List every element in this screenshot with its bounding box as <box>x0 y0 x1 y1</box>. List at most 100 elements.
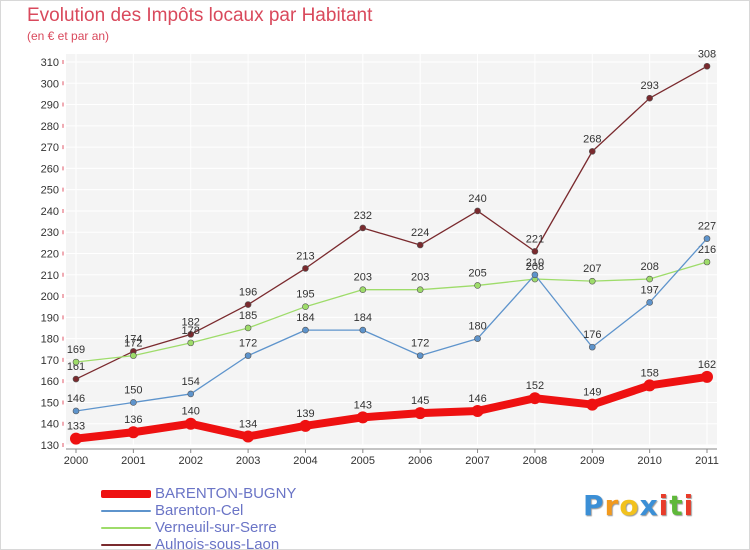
data-point-verneuil-sur-serre <box>244 324 252 332</box>
data-point-aulnois-sous-laon <box>474 207 481 215</box>
y-tick-label: 210 <box>41 270 59 282</box>
data-label-aulnois-sous-laon: 293 <box>640 80 658 92</box>
legend-swatch-verneuil-sur-serre <box>101 526 151 529</box>
data-point-aulnois-sous-laon <box>302 265 309 272</box>
legend-label: BARENTON-BUGNY <box>155 485 297 502</box>
data-point-barenton-cel <box>646 299 653 306</box>
data-point-aulnois-sous-laon <box>72 375 80 383</box>
data-label-aulnois-sous-laon: 232 <box>354 210 372 222</box>
data-label-verneuil-sur-serre: 178 <box>182 325 200 337</box>
data-point-verneuil-sur-serre <box>646 275 653 283</box>
y-tick-label: 270 <box>41 142 59 154</box>
data-point-barenton-cel <box>703 235 711 242</box>
data-point-barenton-bugny <box>586 398 599 411</box>
data-point-verneuil-sur-serre <box>130 352 137 359</box>
data-label-aulnois-sous-laon: 213 <box>296 250 314 262</box>
y-tick-label: 300 <box>41 78 59 90</box>
data-point-aulnois-sous-laon <box>588 148 596 155</box>
data-label-barenton-cel: 184 <box>296 312 314 324</box>
y-tick-label: 290 <box>41 100 59 112</box>
data-point-verneuil-sur-serre <box>588 277 596 285</box>
y-tick-label: 250 <box>41 185 59 197</box>
chart-title: Evolution des Impôts locaux par Habitant <box>27 5 373 26</box>
data-point-verneuil-sur-serre <box>302 303 309 310</box>
data-point-barenton-bugny <box>70 432 82 445</box>
data-label-barenton-bugny: 134 <box>239 418 257 430</box>
y-tick-label: 180 <box>41 334 59 346</box>
data-label-barenton-bugny: 143 <box>354 399 372 411</box>
x-tick-label: 2003 <box>236 455 260 467</box>
data-point-barenton-cel <box>244 352 252 359</box>
data-label-barenton-cel: 210 <box>526 257 544 269</box>
data-label-barenton-cel: 146 <box>67 393 85 405</box>
data-label-verneuil-sur-serre: 205 <box>468 267 486 279</box>
data-label-barenton-bugny: 146 <box>468 393 486 405</box>
data-label-barenton-cel: 176 <box>583 329 601 341</box>
data-label-aulnois-sous-laon: 224 <box>411 227 429 239</box>
data-label-barenton-bugny: 136 <box>124 414 142 426</box>
x-tick-label: 2006 <box>408 455 432 467</box>
data-point-aulnois-sous-laon <box>187 331 195 338</box>
data-label-aulnois-sous-laon: 221 <box>526 233 544 245</box>
x-tick-label: 2004 <box>293 455 317 467</box>
legend-label: Aulnois-sous-Laon <box>155 536 280 550</box>
brand-letter: t <box>669 489 684 522</box>
series-line-verneuil-sur-serre <box>75 261 708 363</box>
x-tick-label: 2002 <box>178 455 202 467</box>
brand-letter: i <box>683 489 695 522</box>
y-tick-label: 240 <box>41 206 59 218</box>
x-tick-label: 2007 <box>465 455 489 467</box>
y-tick-label: 230 <box>41 227 59 239</box>
data-label-verneuil-sur-serre: 195 <box>296 289 314 301</box>
x-tick-label: 2011 <box>695 455 719 467</box>
data-point-barenton-bugny <box>471 404 484 417</box>
data-point-aulnois-sous-laon <box>359 224 367 232</box>
data-label-barenton-cel: 150 <box>124 384 142 396</box>
brand-letter: o <box>619 489 640 522</box>
data-label-verneuil-sur-serre: 208 <box>526 261 544 273</box>
data-point-verneuil-sur-serre <box>187 339 195 347</box>
data-label-aulnois-sous-laon: 268 <box>583 133 601 145</box>
data-label-aulnois-sous-laon: 174 <box>124 333 142 345</box>
data-point-barenton-cel <box>130 399 137 406</box>
data-point-barenton-bugny <box>414 407 427 420</box>
data-label-barenton-cel: 227 <box>698 221 716 233</box>
data-point-verneuil-sur-serre <box>416 286 424 293</box>
data-label-barenton-bugny: 162 <box>698 359 716 371</box>
data-label-barenton-bugny: 133 <box>67 421 85 433</box>
series-line-barenton-cel <box>75 237 708 412</box>
data-label-barenton-bugny: 149 <box>583 387 601 399</box>
brand-letter: P <box>583 489 605 522</box>
brand-letter: i <box>658 489 670 522</box>
data-point-barenton-cel <box>531 271 539 279</box>
legend-label: Barenton-Cel <box>155 502 244 519</box>
x-tick-label: 2010 <box>637 455 661 467</box>
data-label-verneuil-sur-serre: 172 <box>124 338 142 350</box>
data-label-barenton-bugny: 145 <box>411 395 429 407</box>
legend: BARENTON-BUGNY Barenton-Cel Verneuil-sur… <box>101 485 296 550</box>
data-label-barenton-cel: 184 <box>354 312 372 324</box>
data-point-barenton-bugny <box>299 419 312 432</box>
y-tick-label: 260 <box>41 163 59 175</box>
data-point-aulnois-sous-laon <box>416 241 424 249</box>
legend-item-barenton-bugny: BARENTON-BUGNY <box>101 485 296 502</box>
data-label-aulnois-sous-laon: 240 <box>468 193 486 205</box>
x-tick-label: 2005 <box>351 455 375 467</box>
data-point-barenton-cel <box>359 326 367 334</box>
data-label-barenton-cel: 172 <box>411 338 429 350</box>
data-label-barenton-cel: 154 <box>182 376 200 388</box>
x-tick-label: 2008 <box>523 455 547 467</box>
brand-logo: Proxiti <box>583 489 694 522</box>
data-label-aulnois-sous-laon: 161 <box>67 361 85 373</box>
series-line-aulnois-sous-laon <box>75 65 708 380</box>
y-tick-label: 170 <box>41 355 59 367</box>
data-label-barenton-cel: 172 <box>239 338 257 350</box>
data-label-verneuil-sur-serre: 185 <box>239 310 257 322</box>
x-tick-label: 2000 <box>64 455 88 467</box>
y-tick-label: 130 <box>41 440 59 452</box>
data-label-verneuil-sur-serre: 169 <box>67 344 85 356</box>
data-point-barenton-bugny <box>184 417 197 430</box>
data-point-verneuil-sur-serre <box>703 258 711 266</box>
legend-swatch-barenton-bugny <box>101 489 151 498</box>
